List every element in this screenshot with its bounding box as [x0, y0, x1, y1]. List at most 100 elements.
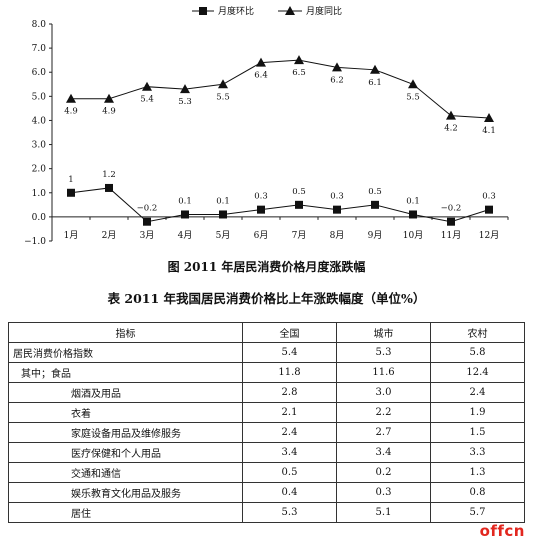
header-urban: 城市: [336, 322, 431, 343]
header-indicator: 指标: [8, 322, 243, 343]
table-title: 表 2011 年我国居民消费价格比上年涨跌幅度（单位%）: [107, 291, 426, 306]
cell-rural: 5.8: [430, 342, 525, 363]
row-label: 衣着: [8, 402, 243, 423]
cell-national: 2.4: [242, 422, 337, 443]
cell-urban: 11.6: [336, 362, 431, 383]
cell-urban: 3.4: [336, 442, 431, 463]
data-point-square: [447, 217, 455, 226]
series-line: [70, 187, 490, 223]
data-point-square: [67, 188, 75, 197]
table-header-row: 指标 全国 城市 农村: [8, 322, 525, 343]
y-tick-label: 5.0: [32, 92, 47, 102]
x-tick-label: 7月: [292, 230, 307, 241]
line-chart: 月度环比 月度同比 8.0 7.0 6.0 5.0 4.0 3.0 2.0 1.0 0.0 −1.0…: [24, 5, 509, 247]
data-point-triangle: [370, 64, 380, 74]
chart-series: 1 1.2−0.20.1 0.1 0.3 0.5 0.3 0.50.1−0.20.34.9 4…: [64, 55, 496, 226]
x-tick-label: 5月: [216, 230, 231, 241]
series-line: [71, 59, 490, 119]
data-point-triangle: [256, 57, 266, 67]
cell-national: 3.4: [242, 442, 337, 463]
cell-rural: 5.7: [430, 502, 525, 523]
data-point-square: [409, 210, 417, 219]
data-label: −0.2: [441, 204, 462, 214]
cell-national: 2.1: [242, 402, 337, 423]
cell-urban: 2.2: [336, 402, 431, 423]
data-point-triangle: [294, 55, 304, 65]
chart-legend: 月度环比 月度同比: [192, 5, 342, 17]
x-tick-label: 8月: [330, 230, 345, 241]
y-tick-label: −1.0: [24, 237, 46, 247]
y-tick-label: 2.0: [32, 165, 47, 175]
chart-axes: 8.0 7.0 6.0 5.0 4.0 3.0 2.0 1.0 0.0 −1.0 1月 2月 3月 4月 5…: [24, 20, 509, 247]
data-point-square: [181, 210, 189, 219]
cell-national: 5.3: [242, 502, 337, 523]
row-label: 其中；食品: [8, 362, 243, 383]
data-point-triangle: [484, 113, 494, 123]
cell-national: 2.8: [242, 382, 337, 403]
legend-label-mom: 月度环比: [218, 5, 254, 17]
y-tick-label: 6.0: [32, 68, 47, 78]
data-point-square: [295, 200, 303, 209]
table-row: 家庭设备用品及维修服务 2.4 2.7 1.5: [8, 422, 525, 443]
data-point-square: [105, 183, 113, 192]
table-body: 居民消费价格指数 5.4 5.3 5.8 其中；食品 11.8 11.6 12.4 烟酒及用品 2…: [8, 342, 525, 523]
row-label: 居住: [8, 502, 243, 523]
header-national: 全国: [242, 322, 337, 343]
data-label: 6.2: [330, 75, 344, 85]
data-label: 1: [68, 175, 73, 185]
x-tick-label: 11月: [441, 230, 461, 241]
y-tick-label: 1.0: [32, 189, 47, 199]
legend-marker-triangle: [285, 6, 295, 15]
row-label: 交通和通信: [8, 462, 243, 483]
cell-urban: 3.0: [336, 382, 431, 403]
cell-rural: 12.4: [430, 362, 525, 383]
data-label: 0.1: [178, 196, 192, 206]
cell-rural: 3.3: [430, 442, 525, 463]
cell-urban: 5.3: [336, 342, 431, 363]
header-rural: 农村: [430, 322, 525, 343]
table-row: 居住 5.3 5.1 5.7: [8, 502, 525, 523]
data-point-square: [333, 205, 341, 214]
data-label: 5.5: [406, 92, 420, 102]
table-row: 交通和通信 0.5 0.2 1.3: [8, 462, 525, 483]
y-tick-label: 7.0: [32, 44, 47, 54]
data-label: 4.2: [444, 124, 458, 134]
data-point-triangle: [66, 93, 76, 103]
data-label: 0.3: [482, 192, 496, 202]
data-point-square: [485, 205, 493, 214]
data-point-triangle: [446, 110, 456, 120]
row-label: 医疗保健和个人用品: [8, 442, 243, 463]
data-point-triangle: [332, 62, 342, 72]
data-point-square: [219, 210, 227, 219]
data-label: 0.3: [254, 192, 268, 202]
x-tick-label: 12月: [479, 230, 499, 241]
table-row: 烟酒及用品 2.8 3.0 2.4: [8, 382, 525, 403]
data-label: 5.5: [216, 92, 230, 102]
cell-national: 11.8: [242, 362, 337, 383]
table-row: 衣着 2.1 2.2 1.9: [8, 402, 525, 423]
x-tick-label: 9月: [368, 230, 383, 241]
cell-rural: 1.3: [430, 462, 525, 483]
data-label: 6.4: [254, 71, 268, 81]
data-point-square: [257, 205, 265, 214]
x-tick-label: 6月: [254, 230, 269, 241]
y-tick-label: 8.0: [32, 20, 47, 30]
legend-marker-square: [199, 7, 207, 15]
data-point-triangle: [218, 79, 228, 89]
x-tick-label: 1月: [64, 230, 79, 241]
data-label: 4.9: [102, 107, 116, 117]
x-tick-label: 2月: [102, 230, 117, 241]
cell-rural: 2.4: [430, 382, 525, 403]
figure-caption: 图 2011 年居民消费价格月度涨跌幅: [167, 260, 366, 274]
cell-urban: 0.3: [336, 482, 431, 503]
data-label: 5.4: [140, 95, 154, 105]
data-label: 4.1: [482, 126, 496, 136]
data-label: −0.2: [137, 204, 158, 214]
data-label: 0.1: [216, 196, 230, 206]
row-label: 烟酒及用品: [8, 382, 243, 403]
x-tick-label: 3月: [140, 230, 155, 241]
y-tick-label: 4.0: [32, 116, 47, 126]
data-label: 0.5: [368, 187, 382, 197]
table-row: 娱乐教育文化用品及服务 0.4 0.3 0.8: [8, 482, 525, 503]
series-yoy: 4.9 4.9 5.4 5.3 5.5 6.4 6.5 6.2 6.1 5.5 4.2 4.1: [64, 55, 496, 136]
